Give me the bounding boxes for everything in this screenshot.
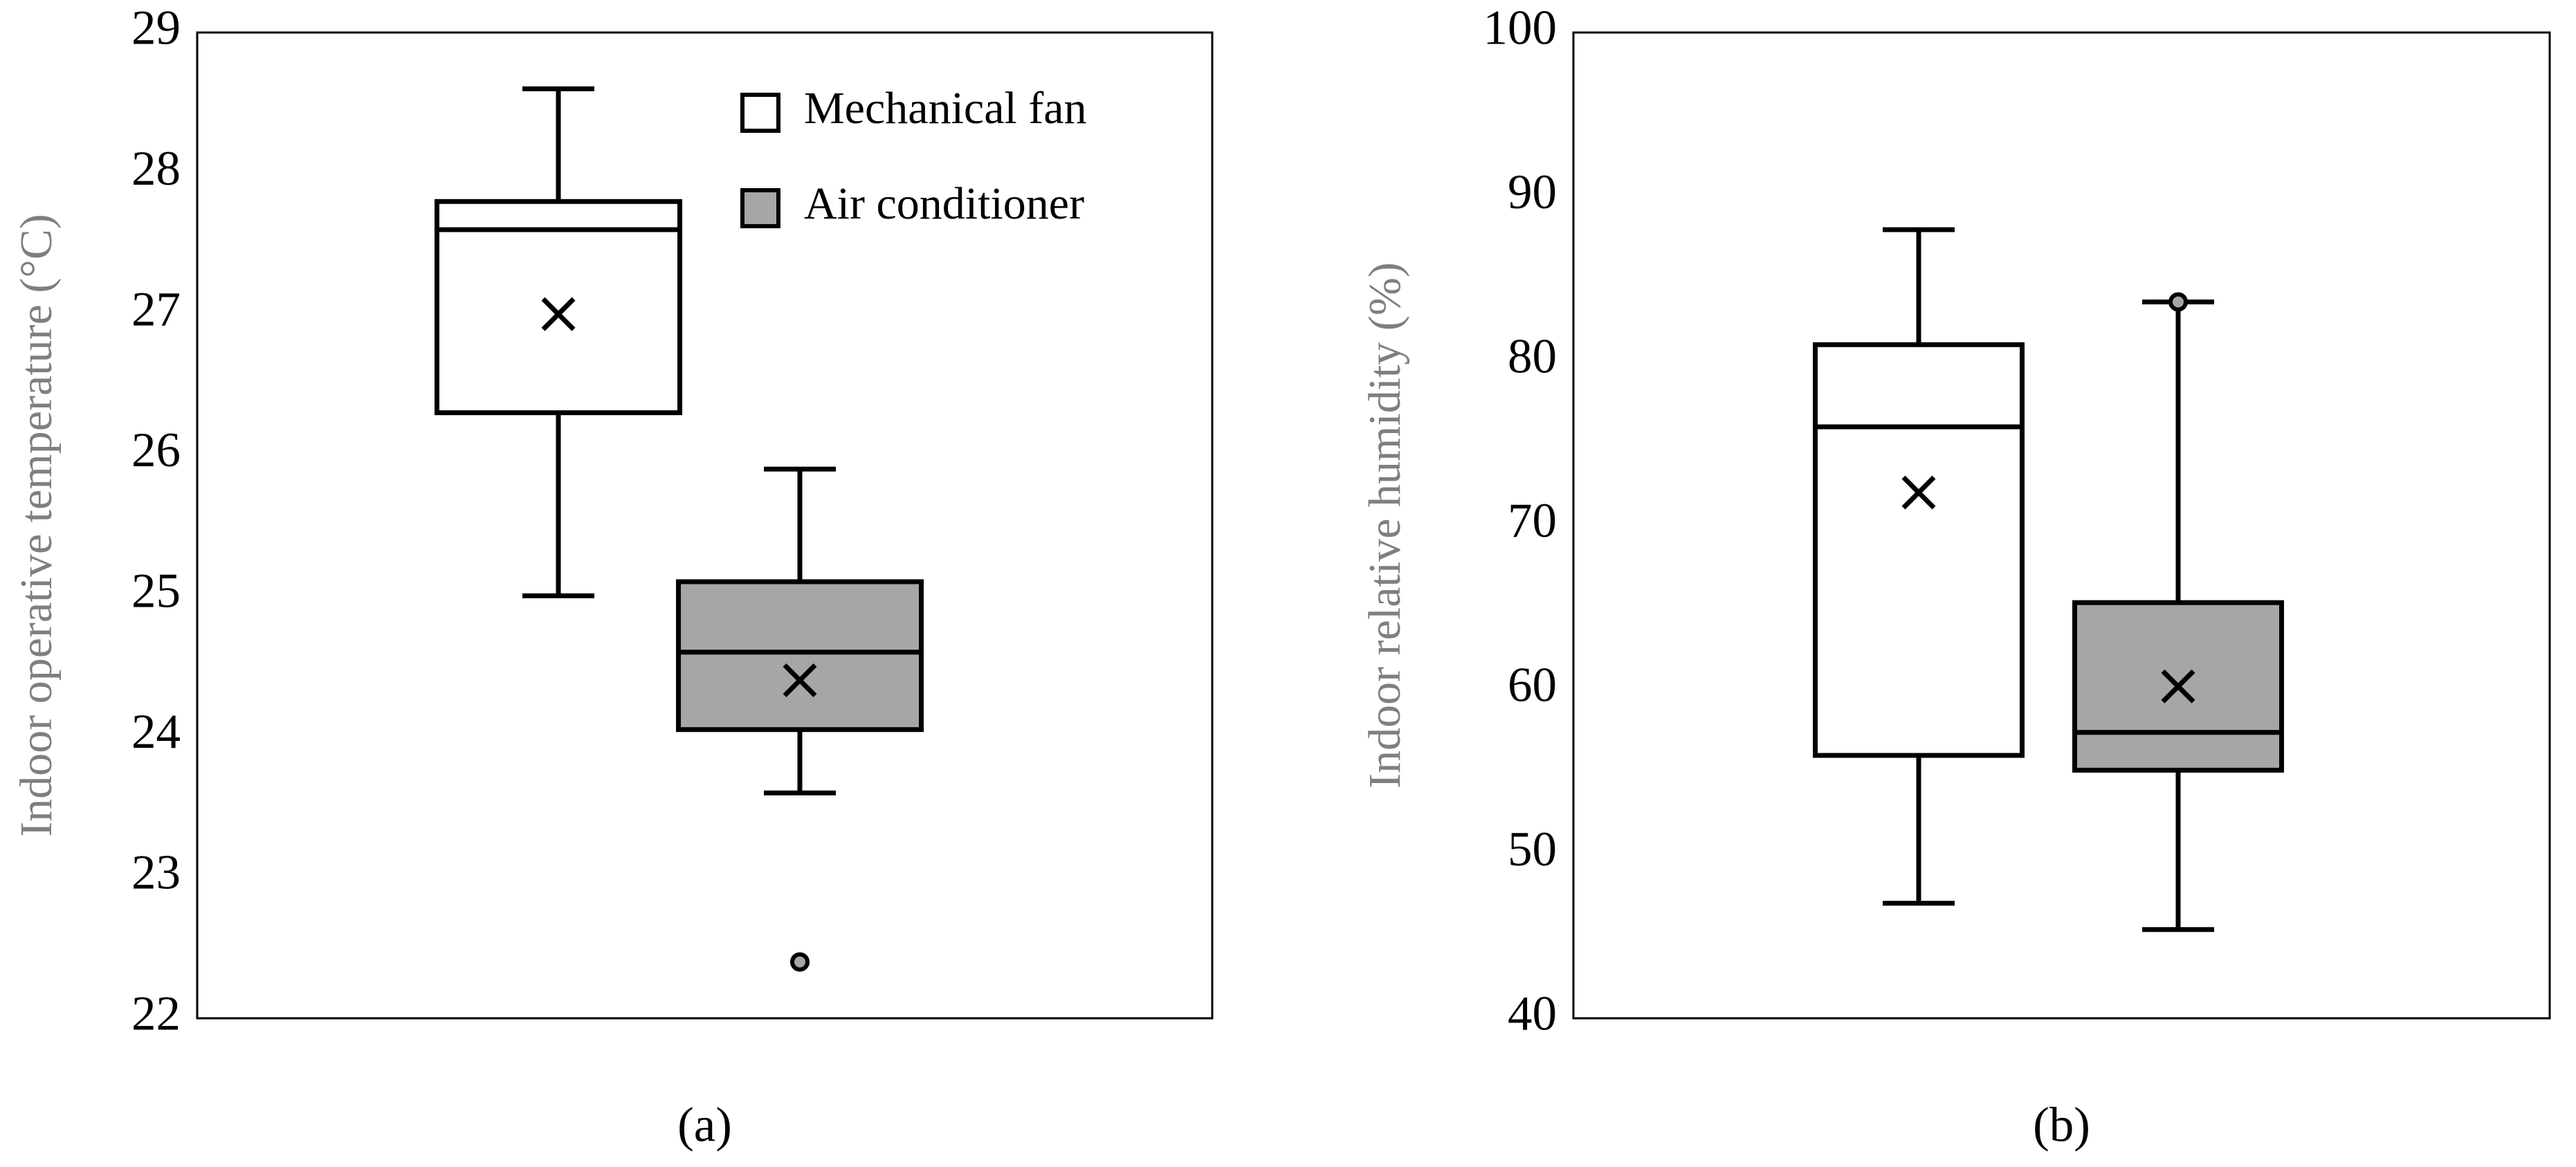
- y-tick-label: 80: [1508, 329, 1557, 383]
- y-tick-label: 40: [1508, 986, 1557, 1040]
- mean-marker: [541, 297, 576, 331]
- legend-swatch: [740, 93, 780, 133]
- y-tick-label: 50: [1508, 823, 1557, 876]
- y-tick-label: 24: [131, 705, 181, 759]
- panel-label: (a): [677, 1098, 732, 1152]
- y-tick-label: 60: [1508, 658, 1557, 712]
- y-axis-label: Indoor operative temperature (°C): [11, 214, 62, 837]
- legend-label: Air conditioner: [804, 178, 1084, 229]
- outlier: [2168, 292, 2188, 312]
- panel-label: (b): [2033, 1098, 2090, 1152]
- mean-marker: [783, 663, 817, 697]
- y-tick-label: 27: [131, 282, 181, 336]
- y-tick-label: 70: [1508, 494, 1557, 548]
- legend-label: Mechanical fan: [804, 83, 1087, 134]
- mean-marker: [2161, 669, 2195, 704]
- box: [676, 579, 924, 733]
- mean-marker: [1901, 475, 1936, 510]
- box: [1813, 342, 2025, 758]
- y-tick-label: 22: [131, 986, 181, 1040]
- plot-frame: [1572, 31, 2551, 1020]
- y-tick-label: 29: [131, 1, 181, 55]
- y-tick-label: 28: [131, 142, 181, 196]
- legend-swatch: [740, 188, 780, 228]
- plot-frame: [196, 31, 1214, 1020]
- outlier: [790, 952, 810, 972]
- y-tick-label: 23: [131, 846, 181, 900]
- y-axis-label: Indoor relative humidity (%): [1360, 262, 1410, 789]
- y-tick-label: 90: [1508, 165, 1557, 219]
- y-tick-label: 26: [131, 423, 181, 477]
- box: [435, 199, 682, 416]
- y-tick-label: 100: [1483, 1, 1558, 55]
- box: [2072, 600, 2284, 773]
- y-tick-label: 25: [131, 564, 181, 618]
